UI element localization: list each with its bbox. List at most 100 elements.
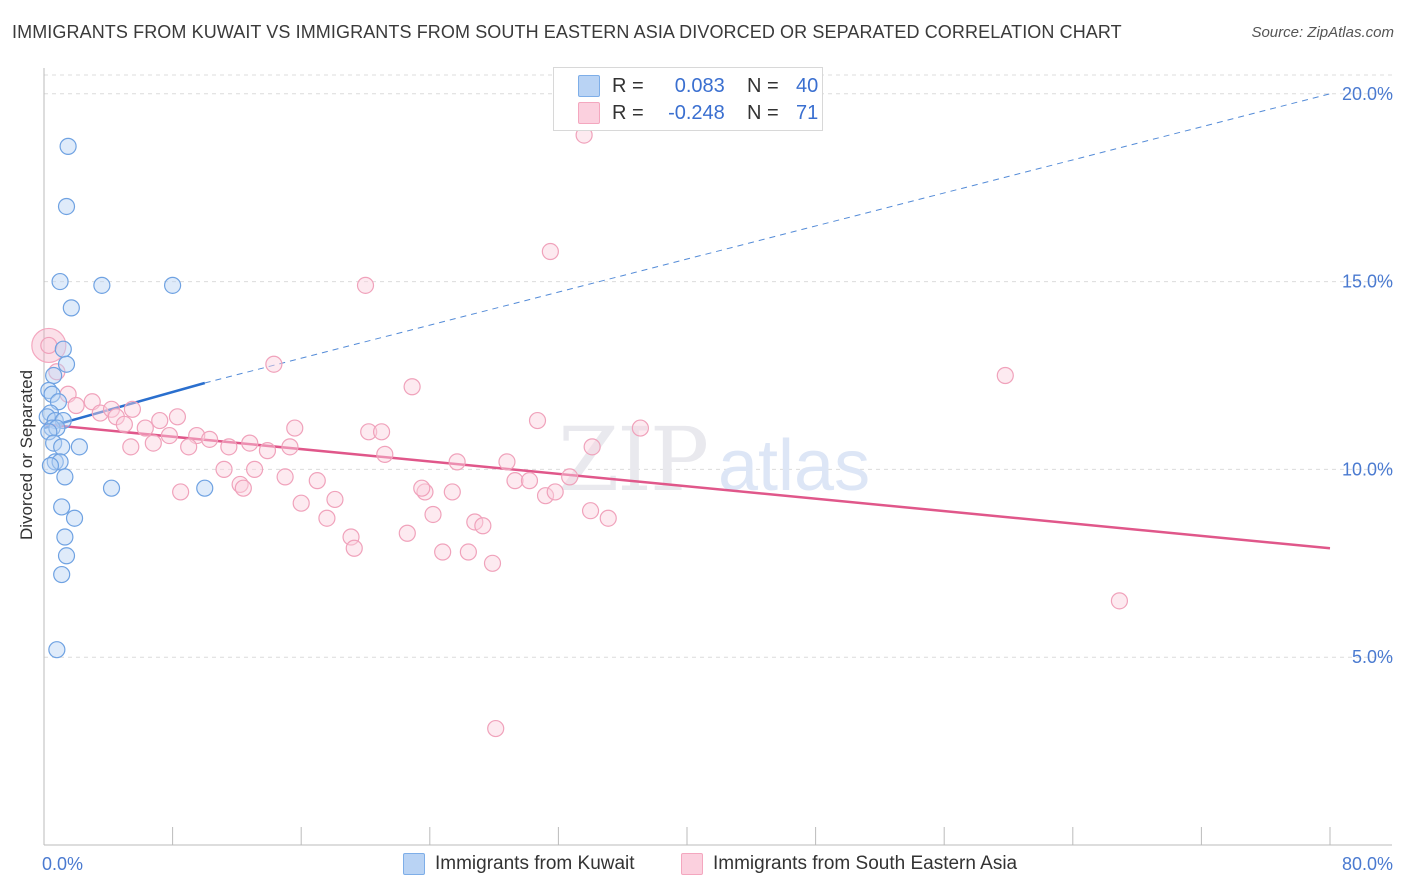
- kuwait-swatch: [578, 75, 600, 97]
- series-south-eastern-asia: [31, 126, 1129, 738]
- sea-point: [215, 460, 233, 478]
- sea-point: [498, 453, 516, 471]
- sea-point: [136, 419, 154, 437]
- sea-point: [123, 400, 142, 418]
- kuwait-point: [53, 498, 71, 516]
- sea-point: [286, 419, 304, 437]
- sea-point: [561, 468, 579, 486]
- sea-point: [168, 408, 187, 426]
- sea-point: [200, 430, 219, 448]
- y-tick-label: 10.0%: [1342, 459, 1393, 479]
- sea-point: [308, 472, 326, 490]
- sea-point: [356, 276, 375, 294]
- kuwait-point: [57, 547, 76, 565]
- sea-point: [91, 404, 109, 422]
- sea-point: [160, 426, 178, 445]
- sea-legend-label: Immigrants from South Eastern Asia: [713, 853, 1018, 874]
- kuwait-point: [70, 438, 88, 456]
- sea-point: [342, 528, 360, 546]
- watermark-zip: ZIP: [558, 408, 707, 511]
- watermark-atlas: atlas: [718, 426, 870, 506]
- kuwait-point: [53, 565, 71, 584]
- sea-point: [424, 505, 442, 524]
- sea-point: [583, 438, 601, 456]
- sea-point: [180, 438, 198, 456]
- y-tick-label: 20.0%: [1342, 84, 1393, 104]
- bottom-legend-kuwait: Immigrants from Kuwait: [403, 852, 635, 876]
- sea-point: [376, 445, 394, 463]
- stats-legend: R = 0.083 N = 40 R = -0.248 N = 71: [553, 67, 823, 131]
- sea-point: [466, 513, 484, 531]
- kuwait-point: [57, 355, 76, 373]
- sea-point: [122, 438, 140, 456]
- sea-point: [360, 423, 378, 441]
- kuwait-point: [93, 276, 111, 294]
- y-tick-label: 15.0%: [1342, 272, 1393, 292]
- kuwait-point: [54, 340, 72, 358]
- sea-point: [506, 472, 524, 490]
- sea-point: [372, 423, 391, 441]
- kuwait-point: [57, 197, 76, 216]
- x-tick-label: 80.0%: [1342, 854, 1393, 874]
- sea-point: [345, 539, 363, 557]
- kuwait-point: [41, 457, 60, 475]
- kuwait-legend-swatch: [403, 853, 425, 875]
- sea-point: [115, 415, 133, 433]
- sea-point: [599, 509, 617, 527]
- kuwait-trend-extension: [204, 93, 1331, 384]
- kuwait-legend-label: Immigrants from Kuwait: [435, 853, 635, 874]
- kuwait-point: [59, 137, 77, 155]
- kuwait-point: [56, 468, 74, 486]
- chart-title: IMMIGRANTS FROM KUWAIT VS IMMIGRANTS FRO…: [12, 22, 1122, 42]
- sea-point: [292, 494, 310, 512]
- sea-point: [172, 483, 190, 501]
- sea-point: [398, 524, 416, 542]
- kuwait-point: [65, 509, 84, 527]
- sea-trend-line: [43, 423, 1331, 550]
- sea-point: [631, 419, 649, 437]
- sea-point: [459, 543, 477, 561]
- sea-point: [541, 242, 559, 261]
- sea-point: [144, 434, 162, 452]
- kuwait-point: [51, 272, 69, 291]
- sea-point: [265, 355, 283, 373]
- sea-point: [281, 438, 299, 456]
- chart-source: Source: ZipAtlas.com: [1251, 24, 1394, 41]
- sea-point: [528, 411, 547, 430]
- y-tick-label: 5.0%: [1352, 647, 1393, 667]
- grid-lines: [44, 74, 1392, 658]
- kuwait-point: [164, 276, 182, 294]
- sea-point: [258, 442, 277, 460]
- sea-point: [434, 543, 452, 561]
- sea-swatch: [578, 102, 600, 124]
- kuwait-point: [40, 423, 58, 441]
- sea-point: [1110, 592, 1129, 610]
- sea-point: [151, 411, 169, 430]
- r-label: R =: [612, 74, 655, 97]
- sea-n-value: 71: [796, 101, 819, 124]
- n-label: N =: [724, 101, 785, 124]
- kuwait-point: [45, 366, 63, 385]
- sea-point: [483, 554, 502, 572]
- sea-point: [996, 366, 1014, 385]
- kuwait-point: [102, 479, 121, 497]
- sea-point: [276, 468, 294, 486]
- sea-point: [234, 479, 252, 497]
- sea-point: [536, 487, 555, 505]
- sea-point: [474, 517, 492, 535]
- sea-point: [546, 483, 564, 501]
- series-kuwait: [38, 137, 214, 659]
- axes: [43, 68, 1392, 846]
- sea-point: [520, 472, 539, 490]
- sea-point: [413, 479, 431, 497]
- kuwait-point: [62, 299, 80, 317]
- sea-point: [220, 438, 238, 456]
- kuwait-point: [45, 434, 63, 452]
- sea-point: [487, 719, 505, 738]
- sea-point: [67, 396, 85, 415]
- r-label: R =: [612, 101, 655, 124]
- kuwait-point: [48, 641, 66, 659]
- legend-row-kuwait: R = 0.083 N = 40: [578, 73, 818, 99]
- kuwait-point: [53, 438, 71, 456]
